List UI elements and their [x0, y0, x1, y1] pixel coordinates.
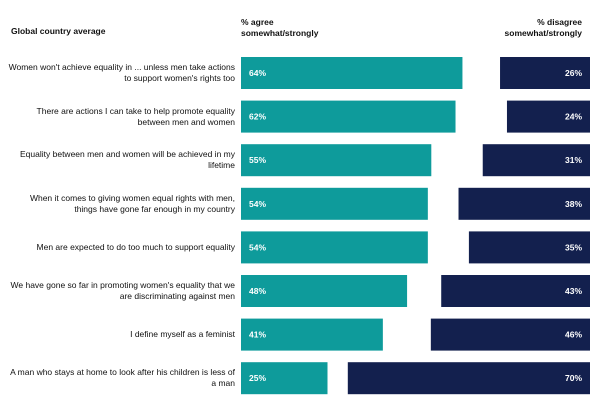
- disagree-bar: [500, 57, 590, 89]
- disagree-value-label: 31%: [565, 155, 582, 165]
- agree-value-label: 41%: [249, 330, 266, 340]
- statement-label: A man who stays at home to look after hi…: [10, 367, 235, 389]
- disagree-bar: [441, 275, 590, 307]
- disagree-header: % disagree somewhat/strongly: [504, 17, 582, 38]
- chart-title: Global country average: [11, 26, 106, 36]
- disagree-value-label: 35%: [565, 242, 582, 252]
- disagree-value-label: 70%: [565, 373, 582, 383]
- disagree-bar: [506, 100, 590, 133]
- agree-value-label: 54%: [249, 199, 266, 209]
- disagree-value-label: 38%: [565, 199, 582, 209]
- statement-label: We have gone so far in promoting women's…: [10, 280, 235, 301]
- disagree-value-label: 46%: [565, 330, 582, 340]
- agree-header: % agree somewhat/strongly: [241, 17, 319, 38]
- disagree-value-label: 26%: [565, 68, 582, 78]
- agree-value-label: 62%: [249, 112, 266, 122]
- agree-value-label: 64%: [249, 68, 266, 78]
- statement-label: Women won't achieve equality in ... unle…: [8, 62, 235, 83]
- disagree-bar: [468, 231, 590, 264]
- disagree-value-label: 43%: [565, 286, 582, 296]
- statement-label: I define myself as a feminist: [130, 329, 235, 340]
- agree-bar: [241, 318, 383, 351]
- statement-label: Equality between men and women will be a…: [20, 149, 235, 171]
- disagree-bar: [347, 362, 590, 395]
- agree-bar: [241, 275, 408, 307]
- agree-bar: [241, 100, 456, 133]
- statement-label: When it comes to giving women equal righ…: [29, 192, 235, 214]
- agree-bar: [241, 144, 432, 177]
- statement-label: There are actions I can take to help pro…: [36, 105, 235, 127]
- statement-label: Men are expected to do too much to suppo…: [36, 241, 235, 252]
- agree-value-label: 54%: [249, 242, 266, 252]
- disagree-bar: [482, 144, 590, 177]
- agree-value-label: 55%: [249, 155, 266, 165]
- agree-bar: [241, 231, 428, 264]
- agree-value-label: 48%: [249, 286, 266, 296]
- agree-bar: [241, 187, 428, 220]
- agree-bar: [241, 57, 463, 89]
- agree-bar: [241, 362, 328, 395]
- agree-value-label: 25%: [249, 373, 266, 383]
- disagree-bar: [458, 187, 590, 220]
- disagree-bar: [430, 318, 590, 351]
- disagree-value-label: 24%: [565, 112, 582, 122]
